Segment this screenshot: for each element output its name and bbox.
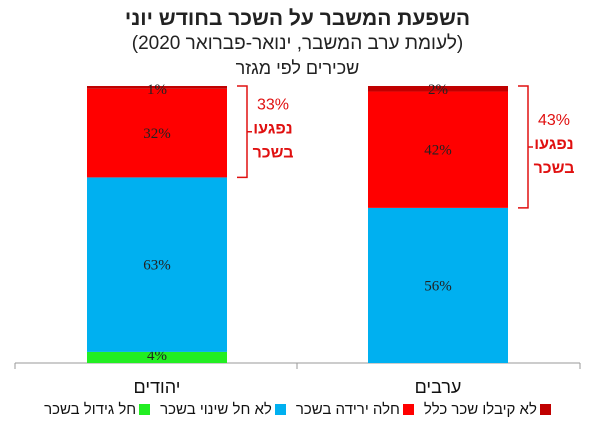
bar-segment <box>87 86 227 89</box>
chart-legend: לא קיבלו שכר כלל חלה ירידה בשכר לא חל שינו… <box>0 401 595 418</box>
legend-label: חל גידול בשכר <box>44 401 137 418</box>
data-label: 42% <box>424 143 452 159</box>
legend-item: לא חל שינוי בשכר <box>160 401 286 418</box>
data-label: 1% <box>147 82 167 98</box>
annotation-percent: 43% <box>538 112 570 129</box>
chart-title: השפעת המשבר על השכר בחודש יוני <box>124 7 471 30</box>
data-label: 56% <box>424 278 452 294</box>
chart-note: שכירים לפי מגזר <box>235 58 360 78</box>
annotation-line2: בשכר <box>534 160 575 177</box>
annotation-bracket <box>237 85 252 179</box>
legend-swatch <box>402 404 414 415</box>
legend-label: לא קיבלו שכר כלל <box>423 401 537 418</box>
chart-subtitle: (לעומת ערב המשבר, ינואר-פברואר 2020) <box>131 33 464 54</box>
annotation-line2: בשכר <box>253 145 294 162</box>
legend-item: חל גידול בשכר <box>44 401 151 418</box>
annotation-percent: 33% <box>257 97 289 114</box>
category-label: ערבים <box>415 377 462 397</box>
legend-label: לא חל שינוי בשכר <box>160 401 272 418</box>
bar-segment <box>87 177 227 352</box>
data-label: 4% <box>147 348 167 364</box>
bar-segment <box>87 88 227 178</box>
bar-segment <box>368 86 508 92</box>
legend-label: חלה ירידה בשכר <box>295 401 400 418</box>
annotation-line1: נפגעו <box>253 121 292 138</box>
bar-segment <box>368 207 508 363</box>
data-label: 32% <box>143 126 171 142</box>
stacked-bar-chart: 4% 63% 32% 1% יהודים 56% 42% 2% ערבים 33% נפגעו בשכ… <box>14 82 581 397</box>
annotation-line1: נפגעו <box>534 136 573 153</box>
bar-segment <box>368 91 508 208</box>
legend-swatch <box>139 404 151 415</box>
data-label: 2% <box>428 82 448 98</box>
legend-swatch <box>539 404 551 415</box>
legend-swatch <box>274 404 286 415</box>
chart-title-block: השפעת המשבר על השכר בחודש יוני (לעומת ער… <box>0 6 595 80</box>
category-label: יהודים <box>134 377 181 397</box>
annotation-bracket <box>518 85 533 209</box>
data-label: 63% <box>143 258 171 274</box>
legend-item: לא קיבלו שכר כלל <box>424 401 551 418</box>
bar-segment <box>87 351 227 363</box>
legend-item: חלה ירידה בשכר <box>296 401 414 418</box>
